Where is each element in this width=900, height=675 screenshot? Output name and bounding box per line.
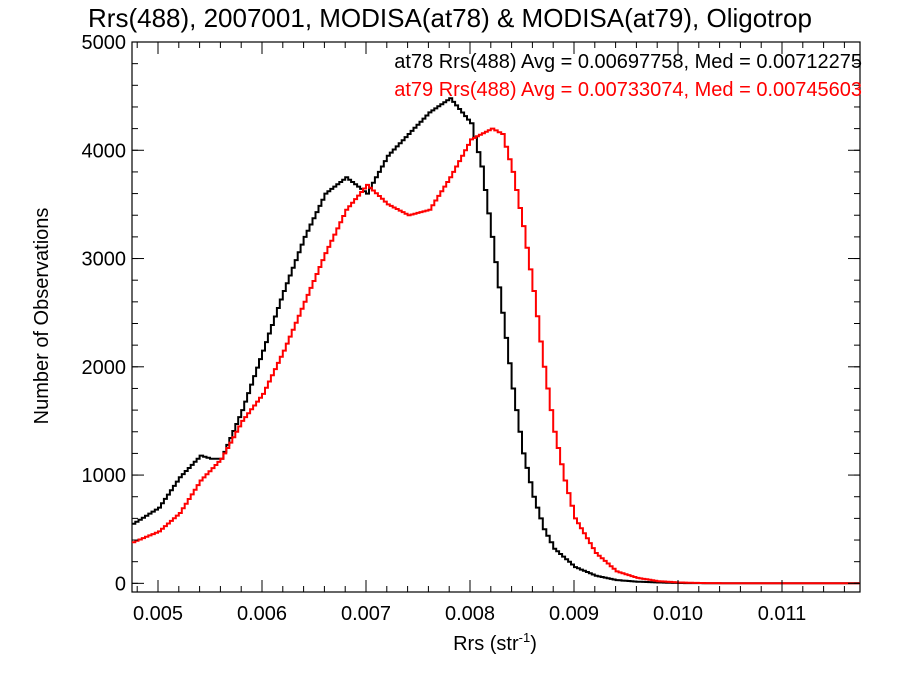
y-tick-label: 2000 [82,357,127,379]
x-tick-label: 0.005 [133,603,183,625]
y-tick-label: 3000 [82,249,127,271]
series-layer [132,97,860,585]
tick-layer: 0.005 0.006 0.007 0.008 0.009 0.010 0.011 0 1000… [82,32,860,625]
x-tick-label: 0.007 [341,603,391,625]
x-axis-label: Rrs (str-1) [453,630,537,655]
x-tick-label: 0.006 [237,603,287,625]
x-tick-label: 0.009 [549,603,599,625]
y-tick-label: 0 [115,573,126,595]
x-tick-label: 0.011 [758,603,807,625]
plot-frame [131,41,861,593]
series-line-1 [132,127,860,585]
y-tick-label: 1000 [82,465,127,487]
legend-entry-at79: at79 Rrs(488) Avg = 0.00733074, Med = 0.… [394,79,862,101]
legend: at78 Rrs(488) Avg = 0.00697758, Med = 0.… [394,51,862,101]
plot-border [131,41,861,593]
chart-title: Rrs(488), 2007001, MODISA(at78) & MODISA… [88,3,812,33]
y-tick-label: 4000 [82,140,127,162]
y-axis-label: Number of Observations [31,208,53,425]
y-tick-label: 5000 [82,32,127,54]
series-line-0 [132,97,860,585]
legend-entry-at78: at78 Rrs(488) Avg = 0.00697758, Med = 0.… [394,51,862,73]
x-tick-label: 0.008 [445,603,495,625]
x-tick-label: 0.010 [653,603,703,625]
